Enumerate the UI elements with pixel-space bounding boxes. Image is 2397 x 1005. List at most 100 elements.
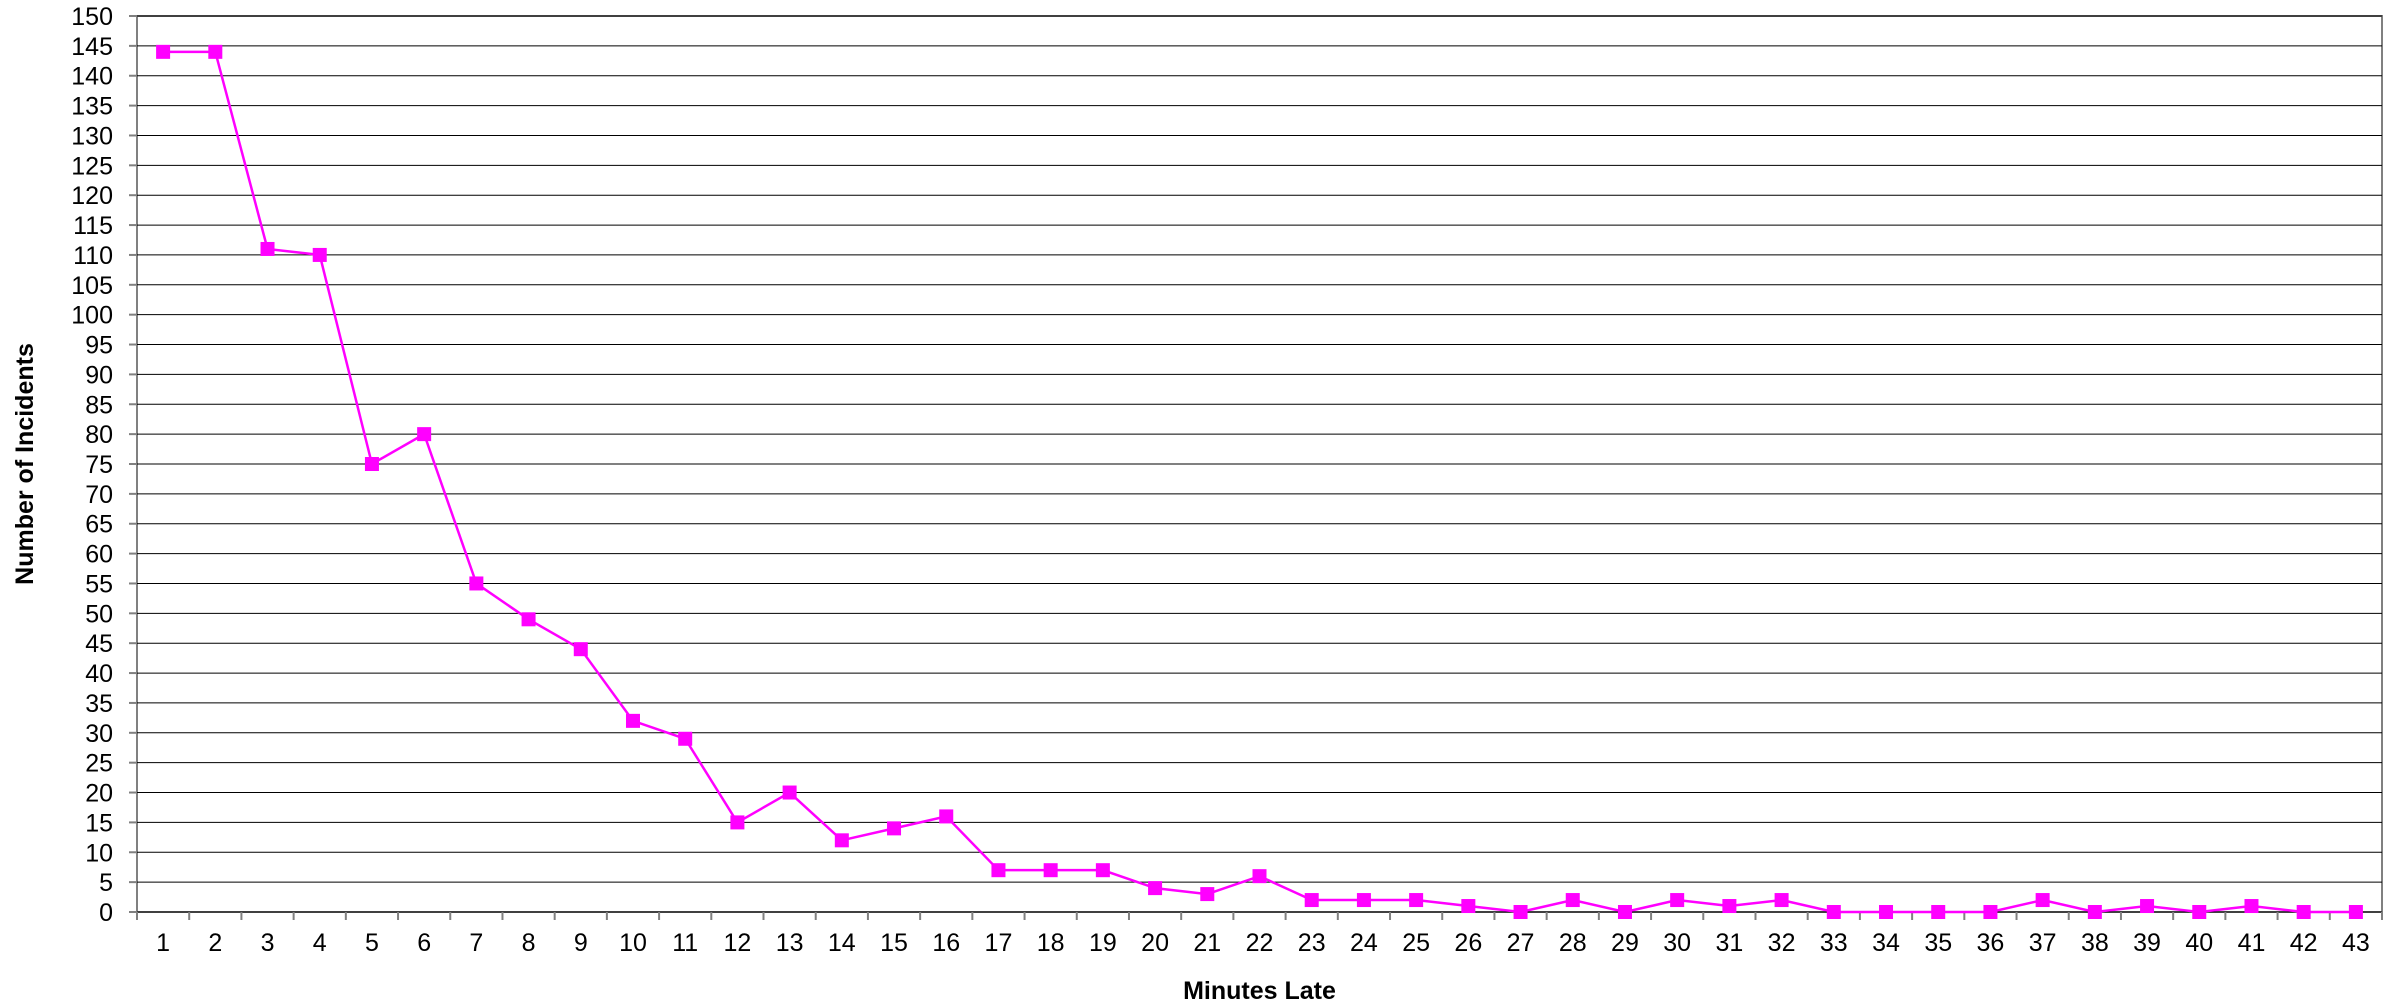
- y-tick-label: 130: [71, 122, 113, 150]
- data-point-marker: [834, 833, 849, 848]
- data-point-marker: [1148, 881, 1163, 896]
- y-tick-label: 30: [85, 720, 113, 748]
- y-tick-label: 115: [73, 212, 113, 240]
- data-point-marker: [2140, 899, 2155, 914]
- y-axis-title: Number of Incidents: [11, 343, 39, 585]
- x-tick-label: 13: [776, 929, 804, 957]
- y-tick-label: 105: [71, 272, 113, 300]
- x-tick-label: 29: [1611, 929, 1639, 957]
- data-point-marker: [1931, 905, 1946, 919]
- data-point-marker: [521, 612, 536, 627]
- x-tick-label: 31: [1715, 929, 1743, 957]
- y-tick-label: 120: [71, 182, 113, 210]
- data-point-marker: [1461, 899, 1476, 914]
- x-tick-label: 21: [1193, 929, 1221, 957]
- data-point-marker: [364, 457, 379, 471]
- x-tick-label: 10: [619, 929, 647, 957]
- y-tick-label: 50: [85, 600, 113, 628]
- data-point-marker: [1043, 863, 1058, 878]
- data-point-marker: [1879, 905, 1894, 919]
- y-tick-label: 10: [85, 839, 113, 867]
- x-tick-label: 28: [1559, 929, 1587, 957]
- data-point-marker: [1983, 905, 1998, 919]
- x-axis-ticks: 1 2 3 4 5 6 7 8 9 10 11 12 13 14 15 16 17 18 19 20 21 22 23 24 2…: [136, 912, 2383, 957]
- data-point-marker: [2192, 905, 2207, 919]
- x-tick-label: 23: [1298, 929, 1326, 957]
- data-point-marker: [260, 241, 275, 256]
- data-point-marker: [1826, 905, 1841, 919]
- y-tick-label: 75: [85, 451, 113, 479]
- x-tick-label: 34: [1872, 929, 1900, 957]
- y-tick-label: 5: [99, 869, 113, 897]
- y-axis-ticks: 0510152025303540455055606570758085909510…: [71, 3, 137, 927]
- x-tick-label: 4: [313, 929, 327, 957]
- gridlines: [137, 15, 2382, 913]
- y-tick-label: 0: [99, 899, 113, 927]
- y-tick-label: 55: [85, 570, 113, 598]
- data-point-marker: [156, 44, 171, 59]
- data-point-marker: [939, 809, 954, 824]
- data-point-marker: [782, 785, 797, 800]
- x-tick-label: 1: [156, 929, 170, 957]
- x-tick-label: 20: [1141, 929, 1169, 957]
- x-tick-label: 8: [522, 929, 536, 957]
- data-point-marker: [1252, 869, 1267, 884]
- x-tick-label: 36: [1977, 929, 2005, 957]
- data-point-marker: [1304, 893, 1319, 908]
- x-tick-label: 2: [208, 929, 222, 957]
- data-point-marker: [2244, 899, 2259, 914]
- x-tick-label: 40: [2185, 929, 2213, 957]
- x-axis-title: Minutes Late: [1183, 977, 1336, 1005]
- data-point-marker: [1774, 893, 1789, 908]
- x-tick-label: 12: [724, 929, 752, 957]
- x-tick-label: 43: [2342, 929, 2370, 957]
- y-tick-label: 45: [85, 630, 113, 658]
- x-tick-label: 37: [2029, 929, 2057, 957]
- data-point-marker: [730, 815, 745, 830]
- x-tick-label: 17: [985, 929, 1013, 957]
- x-tick-label: 3: [261, 929, 275, 957]
- y-tick-label: 35: [85, 690, 113, 718]
- x-tick-label: 41: [2238, 929, 2266, 957]
- x-tick-label: 24: [1350, 929, 1378, 957]
- x-tick-label: 26: [1454, 929, 1482, 957]
- y-tick-label: 65: [85, 511, 113, 539]
- y-tick-label: 110: [73, 242, 113, 270]
- y-tick-label: 20: [85, 780, 113, 808]
- data-point-marker: [1200, 887, 1215, 902]
- x-tick-label: 25: [1402, 929, 1430, 957]
- series-markers: [156, 44, 2363, 919]
- x-tick-label: 39: [2133, 929, 2161, 957]
- x-tick-label: 7: [469, 929, 483, 957]
- y-tick-label: 70: [85, 481, 113, 509]
- x-tick-label: 30: [1663, 929, 1691, 957]
- data-point-marker: [1670, 893, 1685, 908]
- data-point-marker: [469, 576, 484, 591]
- data-point-marker: [1513, 905, 1528, 919]
- y-tick-label: 85: [85, 391, 113, 419]
- data-point-marker: [2348, 905, 2363, 919]
- y-tick-label: 100: [71, 302, 113, 330]
- data-point-marker: [1409, 893, 1424, 908]
- x-tick-label: 22: [1246, 929, 1274, 957]
- y-tick-label: 90: [85, 361, 113, 389]
- data-point-marker: [2296, 905, 2311, 919]
- data-point-marker: [1617, 905, 1632, 919]
- data-point-marker: [1095, 863, 1110, 878]
- y-tick-label: 40: [85, 660, 113, 688]
- data-point-marker: [2035, 893, 2050, 908]
- y-tick-label: 140: [71, 63, 113, 91]
- x-tick-label: 6: [417, 929, 431, 957]
- x-tick-label: 18: [1037, 929, 1065, 957]
- data-point-marker: [887, 821, 902, 836]
- y-tick-label: 150: [71, 3, 113, 31]
- x-tick-label: 14: [828, 929, 856, 957]
- y-tick-label: 125: [71, 152, 113, 180]
- x-tick-label: 35: [1924, 929, 1952, 957]
- data-point-marker: [573, 642, 588, 657]
- x-tick-label: 15: [880, 929, 908, 957]
- x-tick-label: 33: [1820, 929, 1848, 957]
- y-tick-label: 25: [85, 750, 113, 778]
